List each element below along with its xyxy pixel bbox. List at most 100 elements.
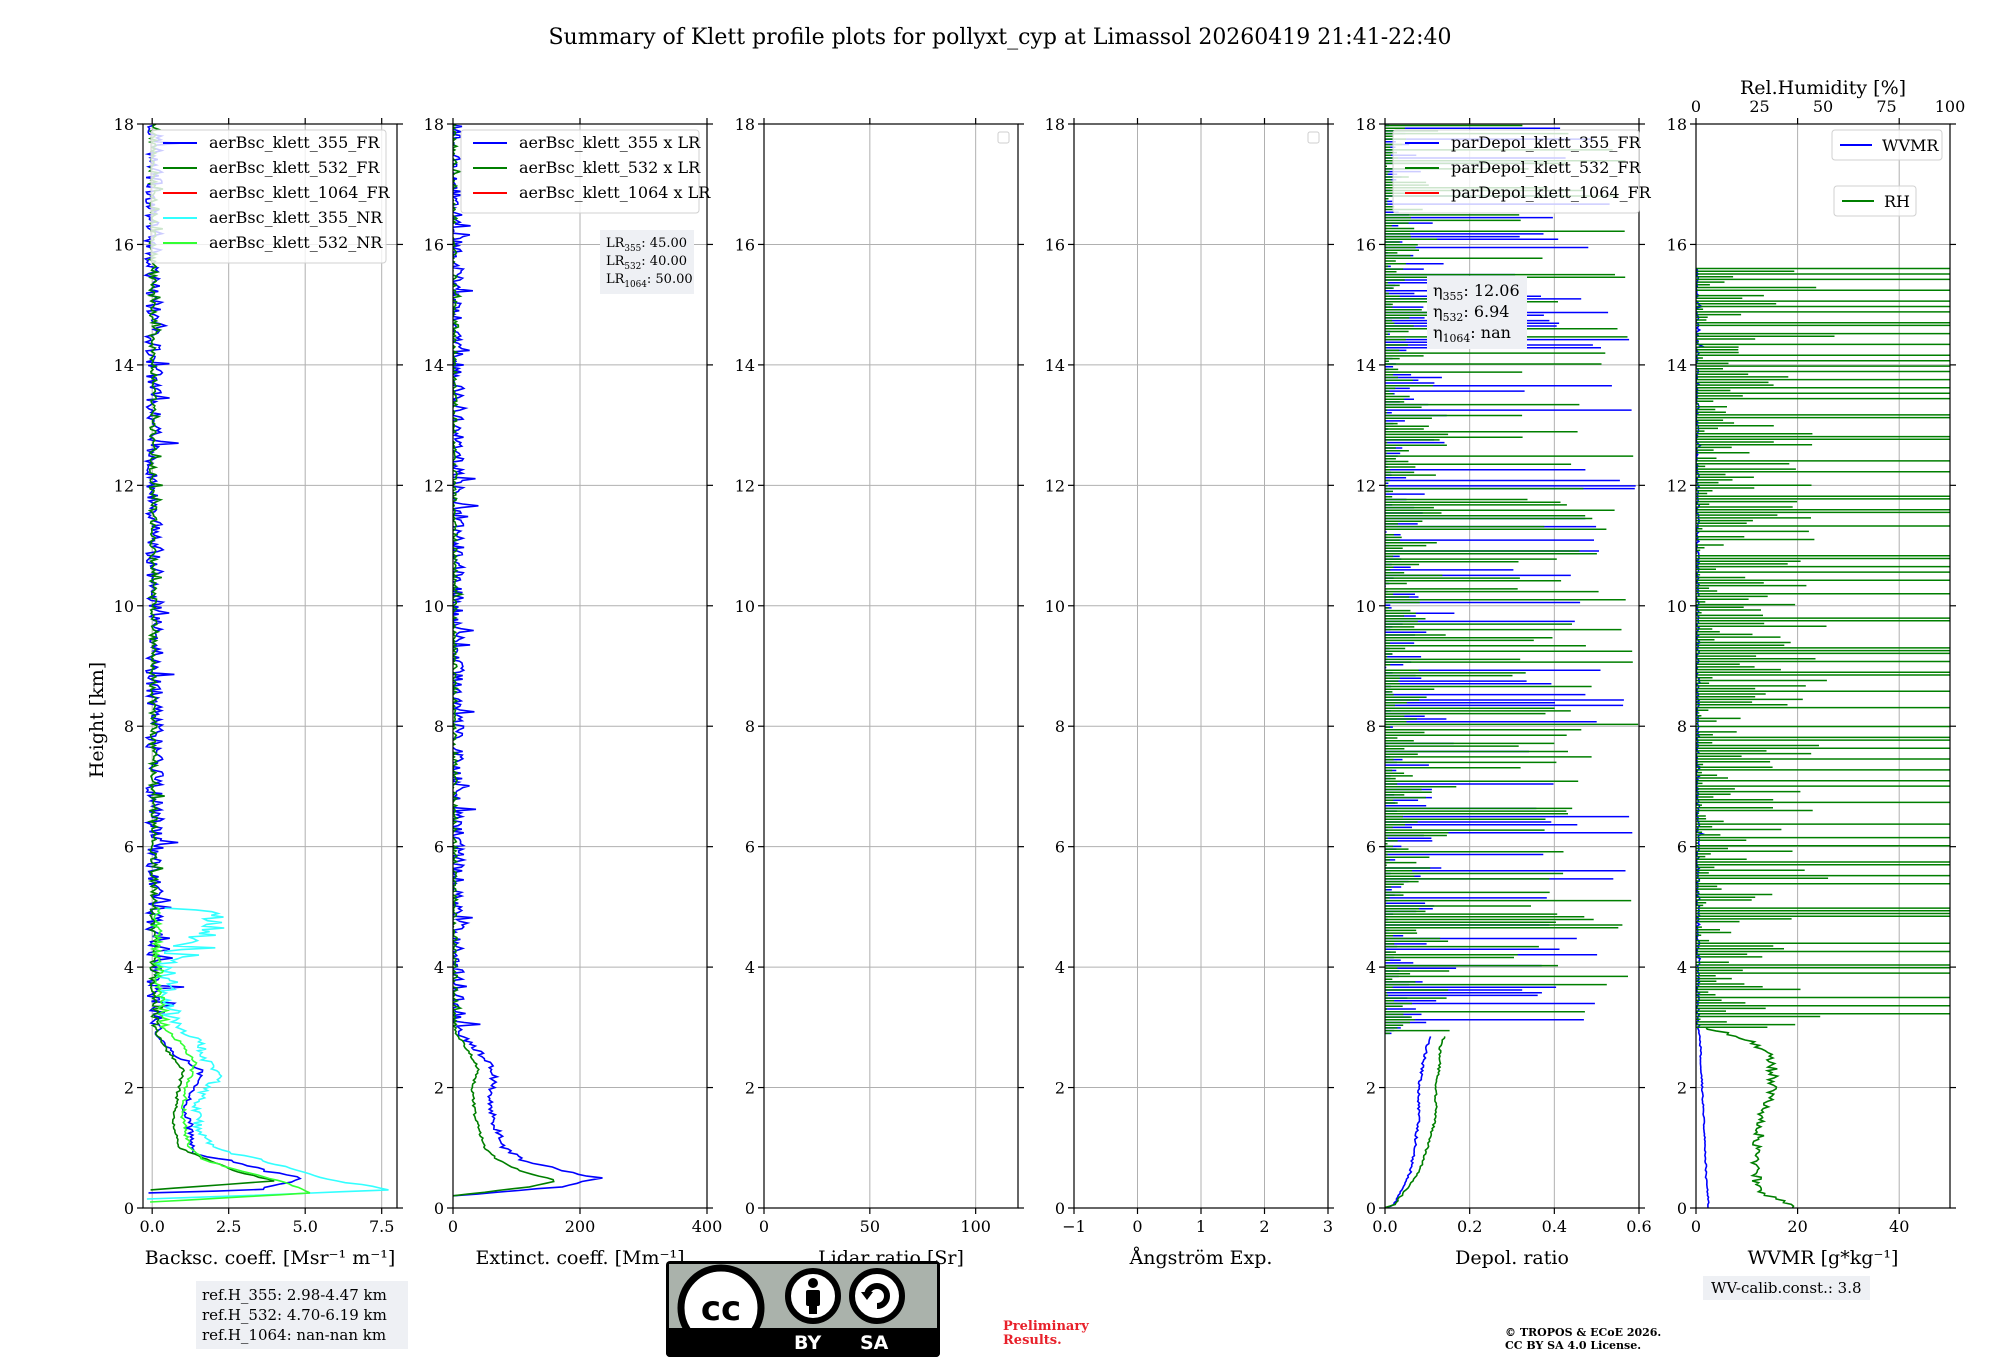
person-head-icon <box>808 1278 818 1288</box>
y-tick-label: 16 <box>1356 235 1376 254</box>
annotation-box <box>1427 276 1527 349</box>
x-axis-label-dep: Depol. ratio <box>1455 1247 1569 1269</box>
x-axis-label-bsc: Backsc. coeff. [Msr⁻¹ m⁻¹] <box>145 1247 396 1269</box>
annotation-base: LR <box>606 272 626 287</box>
y-tick-label: 2 <box>745 1079 755 1098</box>
y-tick-label: 12 <box>1045 476 1065 495</box>
y-tick-label: 8 <box>434 717 444 736</box>
x-axis-label-wv: WVMR [g*kg⁻¹] <box>1748 1247 1899 1269</box>
x-tick-label: 40 <box>1889 1217 1909 1236</box>
cc-letters: cc <box>701 1289 741 1328</box>
legend-label: aerBsc_klett_1064 x LR <box>519 183 711 202</box>
cc-label-bar: BY SA <box>666 1328 940 1357</box>
y-tick-label: 2 <box>1366 1079 1376 1098</box>
y-tick-label: 2 <box>1055 1079 1065 1098</box>
series-spikes-parDepol_klett_532_FR <box>1385 124 1639 1035</box>
x-tick-label: 0.0 <box>1372 1217 1397 1236</box>
annotation-line: η355: 12.06 <box>1433 281 1520 303</box>
y-tick-label: 14 <box>1356 356 1376 375</box>
y-tick-label: 8 <box>124 717 134 736</box>
y-tick-label: 6 <box>1366 838 1376 857</box>
legend-label: aerBsc_klett_1064_FR <box>209 183 391 202</box>
axes-frame <box>1384 123 1640 1209</box>
annotation-value: : 50.00 <box>647 272 693 287</box>
y-tick-label: 10 <box>1045 597 1065 616</box>
ref-height-1064: ref.H_1064: nan-nan km <box>202 1326 387 1344</box>
preliminary-line-1: Preliminary <box>1003 1319 1089 1334</box>
share-alike-arrowhead-icon <box>861 1292 873 1300</box>
y-tick-label: 16 <box>735 235 755 254</box>
annotation-subscript: 532 <box>1443 311 1464 324</box>
legend-label: parDepol_klett_1064_FR <box>1451 183 1652 202</box>
y-tick-label: 4 <box>434 958 444 977</box>
series-line-RH <box>1705 1026 1795 1208</box>
ref-height-532: ref.H_532: 4.70-6.19 km <box>202 1306 387 1324</box>
annotation-line: η1064: nan <box>1433 323 1511 345</box>
annotation-line: η532: 6.94 <box>1433 302 1509 324</box>
reference-height-box: ref.H_355: 2.98-4.47 km ref.H_532: 4.70-… <box>196 1281 408 1349</box>
legend-label: WVMR <box>1882 136 1939 155</box>
x-tick-label: 20 <box>1787 1217 1807 1236</box>
x-tick-label: 50 <box>860 1217 880 1236</box>
annotation-line: LR532: 40.00 <box>606 254 687 272</box>
annotation-base: η <box>1433 281 1443 300</box>
y-tick-label: 2 <box>124 1079 134 1098</box>
annotation-base: η <box>1433 323 1443 342</box>
x-tick-label: 0 <box>759 1217 769 1236</box>
x-tick-label: 200 <box>565 1217 596 1236</box>
annotation-subscript: 1064 <box>1443 332 1471 345</box>
y-tick-label: 14 <box>735 356 755 375</box>
annotation-value: : 6.94 <box>1463 302 1509 321</box>
x-tick-label: 0.0 <box>139 1217 164 1236</box>
y-tick-label: 18 <box>1045 115 1065 134</box>
y-tick-label: 18 <box>735 115 755 134</box>
legend-label: RH <box>1884 192 1910 211</box>
legend-label: aerBsc_klett_355_FR <box>209 133 380 152</box>
x-tick-label: 0.6 <box>1626 1217 1651 1236</box>
y-tick-label: 8 <box>1055 717 1065 736</box>
legend-label: aerBsc_klett_532_FR <box>209 158 380 177</box>
cc-by-sa-logo: cc BY SA <box>666 1261 940 1357</box>
annotation-value: : 12.06 <box>1463 281 1519 300</box>
y-tick-label: 6 <box>745 838 755 857</box>
y-tick-label: 4 <box>1055 958 1065 977</box>
copyright-line-1: © TROPOS & ECoE 2026. <box>1505 1326 1662 1339</box>
y-tick-label: 10 <box>114 597 134 616</box>
y-tick-label: 8 <box>1366 717 1376 736</box>
series-group <box>143 124 389 1203</box>
legend-label: aerBsc_klett_532_NR <box>209 233 383 252</box>
x-axis-label-ext: Extinct. coeff. [Mm⁻¹] <box>475 1247 684 1269</box>
x-tick-label: 3 <box>1323 1217 1333 1236</box>
y-tick-label: 6 <box>434 838 444 857</box>
legend-box <box>1833 185 1917 217</box>
x-tick-label: 0.4 <box>1542 1217 1567 1236</box>
y-tick-label: 12 <box>735 476 755 495</box>
series-line-parDepol_klett_532_FR <box>1385 1036 1446 1208</box>
y-tick-label: 16 <box>114 235 134 254</box>
x-tick-label: 0 <box>1132 1217 1142 1236</box>
y-tick-label: 4 <box>745 958 755 977</box>
legend-box <box>150 129 387 264</box>
x-tick-label: 400 <box>692 1217 723 1236</box>
annotation-base: LR <box>606 254 626 269</box>
y-tick-label: 0 <box>745 1199 755 1218</box>
cc-by-label: BY <box>794 1332 822 1354</box>
annotation-base: LR <box>606 236 626 251</box>
cc-sa-label: SA <box>860 1332 889 1354</box>
x-tick-label: 2.5 <box>216 1217 241 1236</box>
person-legs-icon <box>809 1304 817 1314</box>
y-tick-label: 0 <box>124 1199 134 1218</box>
y-tick-label: 0 <box>1677 1199 1687 1218</box>
cc-logo-graphic: cc <box>677 1264 905 1352</box>
panel-dep: 0 2 4 6 8 10 12 14 16 18 0.0 0.2 0.4 0.6 Depol. ratio p… <box>1356 115 1652 1269</box>
y-tick-label: 0 <box>1366 1199 1376 1218</box>
series-line-aerBsc_klett_532_FR <box>146 124 275 1191</box>
panel-ext: 0 2 4 6 8 10 12 14 16 18 0 200 400 Extinct. coeff. [M… <box>424 115 723 1269</box>
axes-frame <box>763 123 1019 1209</box>
x-tick-label: 100 <box>960 1217 991 1236</box>
panel-bsc: 0 2 4 6 8 10 12 14 16 18 0.0 2.5 5.0 7.5 Backsc. coeff… <box>114 115 403 1269</box>
legend-label: aerBsc_klett_532 x LR <box>519 158 701 177</box>
